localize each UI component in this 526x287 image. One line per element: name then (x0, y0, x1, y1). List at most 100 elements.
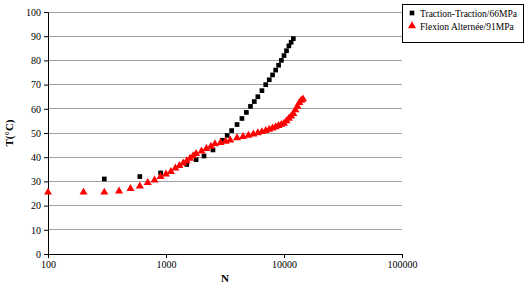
series (102, 36, 296, 181)
grid-line (48, 36, 402, 37)
tick-label: 10000 (272, 259, 297, 270)
tick-label: 20 (31, 200, 41, 211)
point (102, 177, 107, 182)
y-axis-title: T(°C) (3, 119, 16, 146)
grid-line (48, 84, 402, 85)
grid-line (48, 229, 402, 230)
tick-mark (44, 60, 48, 61)
point (282, 53, 287, 58)
tick: 100 (41, 254, 56, 270)
tick: 10 (31, 225, 48, 236)
tick-mark (44, 133, 48, 134)
legend-marker (410, 11, 415, 16)
grid (48, 12, 402, 254)
tick: 30 (31, 176, 48, 187)
grid-line (48, 181, 402, 182)
grid-line (48, 157, 402, 158)
point (235, 122, 240, 127)
point (211, 139, 219, 146)
point (244, 110, 249, 115)
point (136, 182, 144, 189)
point (240, 116, 245, 121)
point (115, 186, 123, 193)
tick-label: 100000 (388, 259, 418, 270)
point (299, 94, 307, 101)
tick-mark (44, 230, 48, 231)
point (44, 188, 52, 195)
x-axis-title: N (221, 272, 229, 284)
series (44, 94, 307, 194)
axis-line (44, 13, 49, 255)
legend-label: Traction-Traction/66MPa (420, 9, 518, 19)
tick-mark (402, 254, 403, 258)
point (80, 188, 88, 195)
point (270, 73, 275, 78)
tick-label: 30 (31, 176, 41, 187)
tick-mark (284, 254, 285, 258)
point (229, 128, 234, 133)
tick-mark (44, 85, 48, 86)
tick: 90 (31, 31, 48, 42)
tick-mark (44, 109, 48, 110)
point (267, 77, 272, 82)
grid-line (48, 60, 402, 61)
tick-label: 70 (31, 79, 41, 90)
tick-mark (44, 254, 48, 255)
point (248, 104, 253, 109)
tick: 50 (31, 128, 48, 139)
point (126, 184, 134, 191)
tick-mark (166, 254, 167, 258)
point (151, 176, 159, 183)
tick-label: 0 (36, 249, 41, 260)
tick: 10000 (272, 254, 297, 270)
tick: 20 (31, 200, 48, 211)
tick-mark (44, 12, 48, 13)
tick-label: 100 (41, 259, 56, 270)
point (252, 99, 257, 104)
y-axis: 0 10 20 30 40 50 60 70 80 90 100 (26, 7, 49, 260)
axis-line (49, 255, 403, 259)
tick: 0 (36, 249, 48, 260)
tick: 70 (31, 79, 48, 90)
tick: 40 (31, 152, 48, 163)
point (226, 136, 234, 143)
point (202, 154, 207, 159)
tick: 1000 (157, 254, 177, 270)
tick: 100 (26, 7, 48, 18)
tick-label: 10 (31, 225, 41, 236)
point (137, 174, 142, 179)
point (291, 36, 296, 41)
tick-label: 90 (31, 31, 41, 42)
legend-marker (408, 21, 416, 28)
point (100, 188, 108, 195)
grid-line (48, 12, 402, 13)
point (284, 48, 289, 53)
tick-label: 100 (26, 7, 41, 18)
x-axis: 100 1000 10000 100000 (41, 254, 418, 270)
point (260, 88, 265, 93)
legend-label: Flexion Alternée/91MPa (420, 22, 514, 32)
tick-mark (44, 36, 48, 37)
grid-line (48, 205, 402, 206)
plot-area (44, 36, 307, 194)
tick-mark (44, 157, 48, 158)
legend: Traction-Traction/66MPa Flexion Alternée/… (403, 5, 524, 43)
tick-label: 80 (31, 55, 41, 66)
point (263, 82, 268, 87)
point (233, 133, 241, 140)
tick-label: 50 (31, 128, 41, 139)
point (255, 94, 260, 99)
tick-label: 40 (31, 152, 41, 163)
grid-line (48, 108, 402, 109)
point (276, 63, 281, 68)
legend-box (403, 5, 524, 43)
tick: 100000 (388, 254, 418, 270)
tick-label: 60 (31, 104, 41, 115)
point (144, 178, 152, 185)
point (273, 68, 278, 73)
tick: 80 (31, 55, 48, 66)
tick: 60 (31, 104, 48, 115)
point (279, 58, 284, 63)
tick-mark (44, 181, 48, 182)
tick-label: 1000 (157, 259, 177, 270)
